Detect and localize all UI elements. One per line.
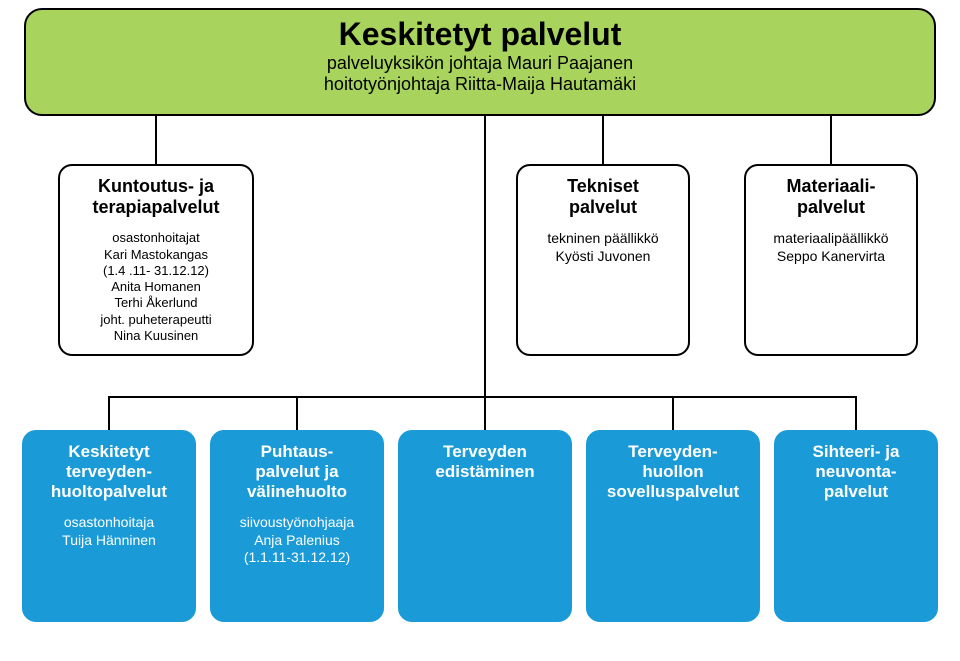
connector [155,116,157,164]
row2-title: Terveyden- huollon sovelluspalvelut [594,442,752,502]
row2-title: Terveyden edistäminen [406,442,564,482]
row1-box: Tekniset palvelut tekninen päällikkö Kyös… [516,164,690,356]
header-sub1: palveluyksikön johtaja Mauri Paajanen [38,53,922,74]
connector [602,116,604,164]
row1-sub: materiaalipäällikkö Seppo Kanervirta [752,230,910,265]
row2-title: Keskitetyt terveyden- huoltopalvelut [30,442,188,502]
row2-box: Puhtaus- palvelut ja välinehuolto siivous… [210,430,384,622]
row1-box: Materiaali- palvelut materiaalipäällikkö … [744,164,918,356]
connector [855,396,857,430]
row2-box: Sihteeri- ja neuvonta- palvelut [774,430,938,622]
connector [484,116,486,398]
header-sub2: hoitotyönjohtaja Riitta-Maija Hautamäki [38,74,922,95]
row1-title: Tekniset palvelut [524,176,682,218]
connector [108,396,857,398]
row1-title: Kuntoutus- ja terapiapalvelut [66,176,246,218]
row2-box: Terveyden- huollon sovelluspalvelut [586,430,760,622]
org-chart-canvas: Keskitetyt palvelutpalveluyksikön johtaj… [0,0,960,661]
row1-sub: tekninen päällikkö Kyösti Juvonen [524,230,682,265]
row1-box: Kuntoutus- ja terapiapalvelut osastonhoit… [58,164,254,356]
connector [484,396,486,430]
header-title: Keskitetyt palvelut [38,16,922,53]
row1-sub: osastonhoitajat Kari Mastokangas (1.4 .1… [66,230,246,344]
row2-title: Sihteeri- ja neuvonta- palvelut [782,442,930,502]
row2-sub: siivoustyönohjaaja Anja Palenius (1.1.11… [218,514,376,567]
connector [672,396,674,430]
row2-box: Terveyden edistäminen [398,430,572,622]
row2-sub: osastonhoitaja Tuija Hänninen [30,514,188,549]
connector [296,396,298,430]
header-box: Keskitetyt palvelutpalveluyksikön johtaj… [24,8,936,116]
row2-box: Keskitetyt terveyden- huoltopalvelut osas… [22,430,196,622]
row2-title: Puhtaus- palvelut ja välinehuolto [218,442,376,502]
connector [108,396,110,430]
row1-title: Materiaali- palvelut [752,176,910,218]
connector [830,116,832,164]
